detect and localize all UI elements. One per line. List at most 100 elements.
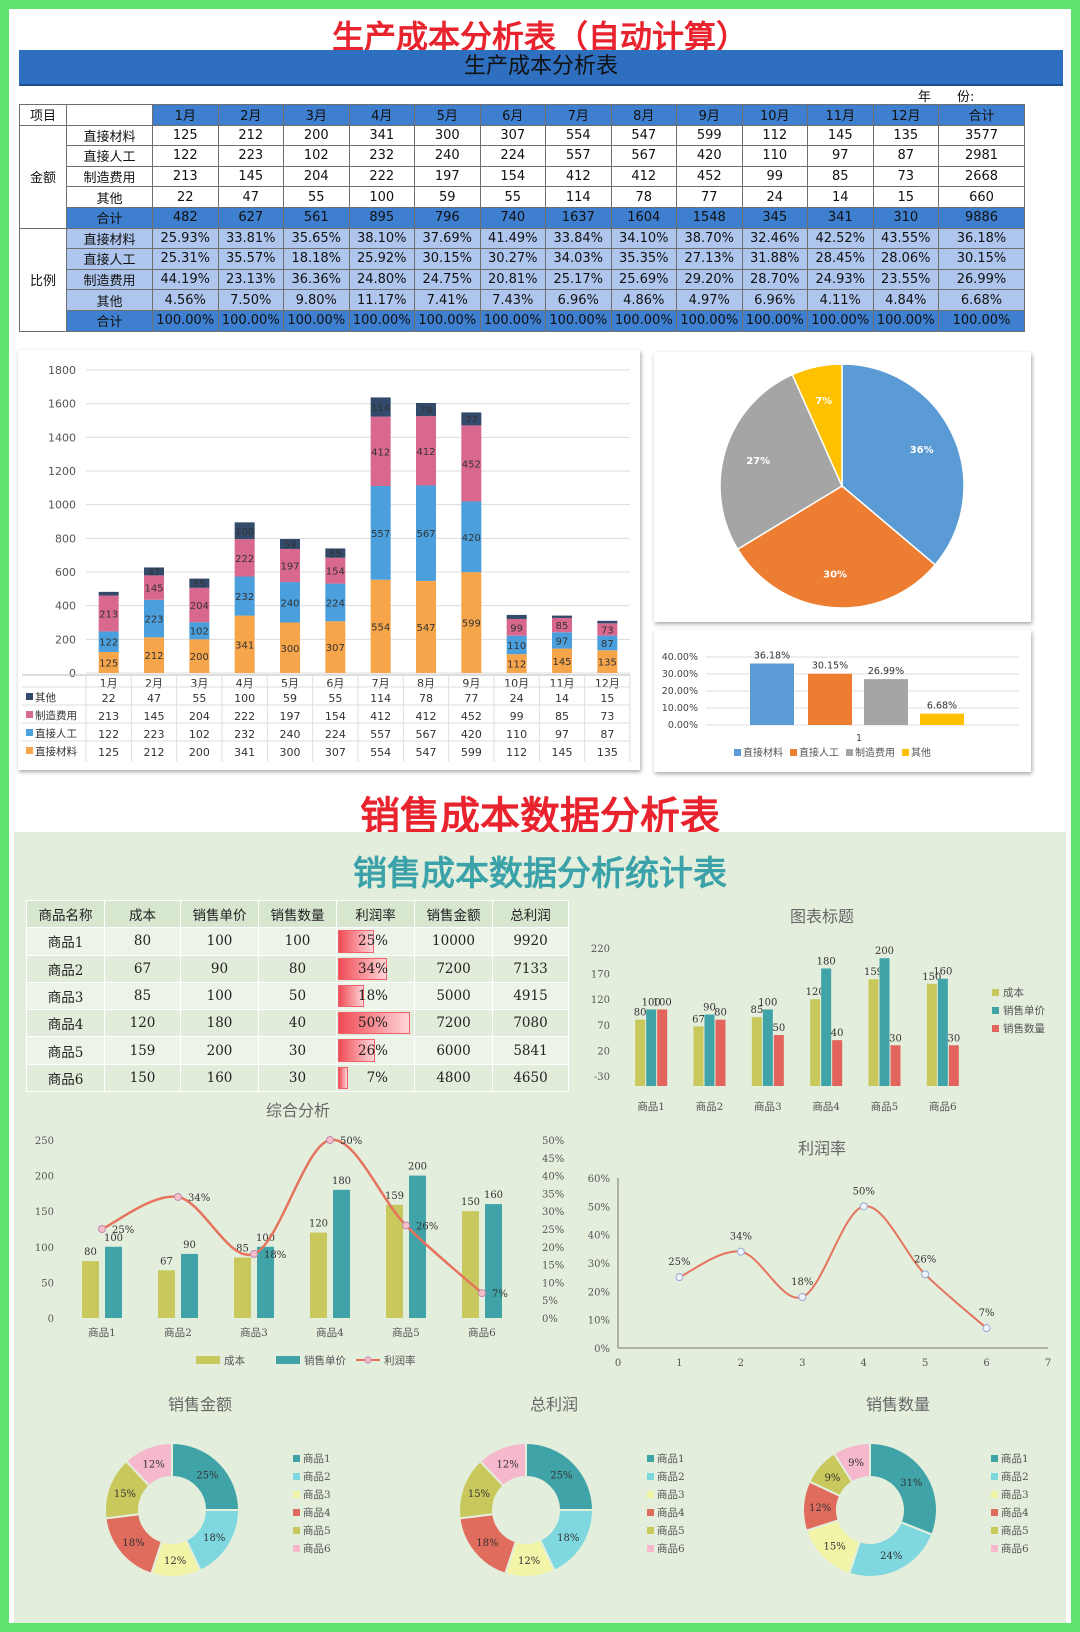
sales-bar: [890, 1045, 901, 1086]
stacked-bar-segment: [370, 416, 391, 486]
row-total: 660: [938, 186, 1025, 208]
table-cell: 77: [676, 186, 743, 208]
stacked-bar-segment: [98, 631, 119, 652]
y-tick-label: 70: [597, 1021, 610, 1032]
sales-header-cell: 商品名称: [26, 899, 105, 929]
table-cell: 30.27%: [479, 248, 546, 270]
x-tick-label: 7月: [372, 677, 390, 690]
table-cell: 100.00%: [479, 309, 546, 332]
segment-label: 452: [462, 459, 481, 470]
bar-data-label: 120: [806, 987, 825, 998]
line-point: [982, 1324, 991, 1333]
cost-header-month: 8月: [610, 104, 677, 126]
segment-label: 240: [280, 598, 299, 609]
profit-rate-cell: 50%: [336, 1009, 415, 1038]
row-label: 合计: [66, 206, 153, 229]
legend-entry: 商品4: [657, 1506, 685, 1519]
legend-entry: 其他: [911, 746, 931, 759]
bar-data-label: 40: [831, 1028, 844, 1039]
row-total: 100.00%: [938, 309, 1025, 332]
table-cell: 14: [807, 186, 874, 208]
segment-label: 87: [601, 639, 614, 650]
stacked-bar-segment: [325, 557, 346, 584]
chart-title: 综合分析: [266, 1101, 330, 1120]
y-tick-label: 30%: [588, 1259, 610, 1270]
legend-swatch: [991, 1509, 998, 1516]
table-value: 125: [98, 746, 119, 759]
table-value: 112: [506, 746, 527, 759]
table-cell: 114: [545, 186, 612, 208]
segment-label: 554: [371, 622, 390, 633]
cost-header-month: 5月: [414, 104, 481, 126]
table-cell: 35.35%: [610, 248, 677, 270]
y-tick-label: 1600: [48, 398, 76, 411]
combo-bar: [386, 1204, 403, 1318]
table-cell: 38.10%: [348, 227, 415, 250]
legend-entry: 商品4: [303, 1506, 331, 1519]
row-total: 3577: [938, 124, 1025, 147]
row-total: 2668: [938, 165, 1025, 188]
profit-rate-text: 7%: [366, 1069, 388, 1086]
group-amount-label: 金额: [19, 124, 67, 229]
segment-label: 114: [371, 403, 390, 414]
x-tick-label: 4月: [236, 677, 254, 690]
pie-slice: [791, 363, 843, 487]
legend-entry: 成本: [1003, 986, 1025, 999]
table-cell: 412: [545, 165, 612, 188]
stacked-bar-segment: [189, 622, 210, 640]
table-cell: 223: [217, 145, 284, 167]
combo-bar: [409, 1175, 426, 1318]
line-point: [798, 1293, 807, 1301]
y-tick-label: 1800: [48, 364, 76, 377]
line-point: [250, 1249, 258, 1258]
table-cell: 24.80%: [348, 268, 415, 291]
qty-cell: 80: [258, 954, 337, 983]
donut-slice-label: 12%: [142, 1460, 164, 1471]
segment-label: 557: [371, 529, 390, 540]
table-cell: 55: [283, 186, 350, 208]
legend-entry: 商品5: [1001, 1524, 1029, 1537]
legend-swatch: [26, 747, 33, 754]
table-value: 145: [144, 710, 165, 723]
table-value: 599: [461, 746, 482, 759]
stacked-bar-segment: [325, 621, 346, 673]
amount-row: 制造费用 213 145 204 222 197 154 412 412 452 99 85 73 266…: [20, 165, 1025, 188]
profit-rate-databar: [338, 1066, 349, 1090]
profit-cell: 7080: [492, 1009, 569, 1038]
table-cell: 135: [872, 124, 939, 147]
amount-cell: 5000: [414, 981, 493, 1011]
profit-cell: 5841: [492, 1036, 569, 1065]
line-point: [98, 1225, 106, 1233]
table-value: 73: [600, 710, 614, 723]
qty-cell: 50: [258, 981, 337, 1011]
legend-entry: 商品2: [1001, 1470, 1029, 1483]
table-cell: 232: [348, 145, 415, 167]
segment-label: 55: [329, 549, 342, 560]
stacked-bar-segment: [461, 412, 482, 426]
table-value: 145: [552, 746, 573, 759]
table-cell: 102: [283, 145, 350, 167]
cost-header-item: 项目: [19, 104, 67, 126]
line-point: [326, 1136, 334, 1144]
donut-slice-label: 12%: [496, 1460, 518, 1471]
sales-bar: [773, 1035, 784, 1086]
stacked-bar-segment: [552, 617, 572, 633]
qty-cell: 40: [258, 1009, 337, 1038]
cost-cell: 80: [104, 927, 181, 956]
donut-slice-label: 25%: [550, 1471, 572, 1482]
group-ratio-label: 比例: [19, 227, 67, 332]
segment-label: 112: [507, 660, 526, 671]
sales-bar: [868, 979, 879, 1086]
donut-slice: [869, 1441, 938, 1536]
share-bar-panel: 0.00% 10.00% 20.00% 30.00% 40.00% 36.18% 30.15…: [654, 630, 1031, 772]
sales-bar: [937, 978, 948, 1086]
product-name: 商品6: [26, 1063, 105, 1093]
legend-swatch: [276, 1356, 300, 1364]
profit-rate-databar: [338, 1012, 410, 1035]
sales-header-cell: 销售单价: [180, 899, 259, 929]
x-tick-label: 2: [738, 1358, 744, 1369]
bar-data-label: 100: [653, 997, 672, 1008]
legend-swatch: [647, 1545, 654, 1552]
stacked-bar-segment: [325, 583, 346, 622]
bar-data-label: 90: [183, 1240, 196, 1251]
